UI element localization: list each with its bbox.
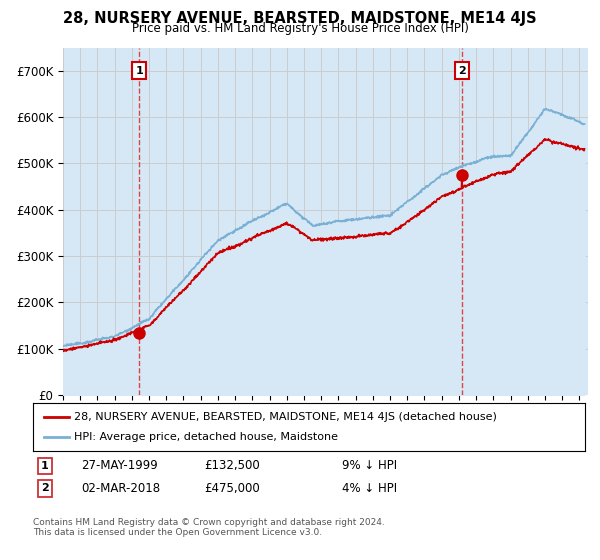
Text: 2: 2: [458, 66, 466, 76]
Text: 28, NURSERY AVENUE, BEARSTED, MAIDSTONE, ME14 4JS: 28, NURSERY AVENUE, BEARSTED, MAIDSTONE,…: [63, 11, 537, 26]
Text: 28, NURSERY AVENUE, BEARSTED, MAIDSTONE, ME14 4JS (detached house): 28, NURSERY AVENUE, BEARSTED, MAIDSTONE,…: [74, 412, 497, 422]
Text: 1: 1: [41, 461, 49, 471]
Text: Price paid vs. HM Land Registry's House Price Index (HPI): Price paid vs. HM Land Registry's House …: [131, 22, 469, 35]
Text: 02-MAR-2018: 02-MAR-2018: [81, 482, 160, 495]
Text: HPI: Average price, detached house, Maidstone: HPI: Average price, detached house, Maid…: [74, 432, 338, 442]
Text: 2: 2: [41, 483, 49, 493]
Text: 27-MAY-1999: 27-MAY-1999: [81, 459, 158, 473]
Text: 1: 1: [135, 66, 143, 76]
Text: 9% ↓ HPI: 9% ↓ HPI: [342, 459, 397, 473]
Text: £475,000: £475,000: [204, 482, 260, 495]
Text: 4% ↓ HPI: 4% ↓ HPI: [342, 482, 397, 495]
Text: £132,500: £132,500: [204, 459, 260, 473]
Text: Contains HM Land Registry data © Crown copyright and database right 2024.
This d: Contains HM Land Registry data © Crown c…: [33, 518, 385, 538]
